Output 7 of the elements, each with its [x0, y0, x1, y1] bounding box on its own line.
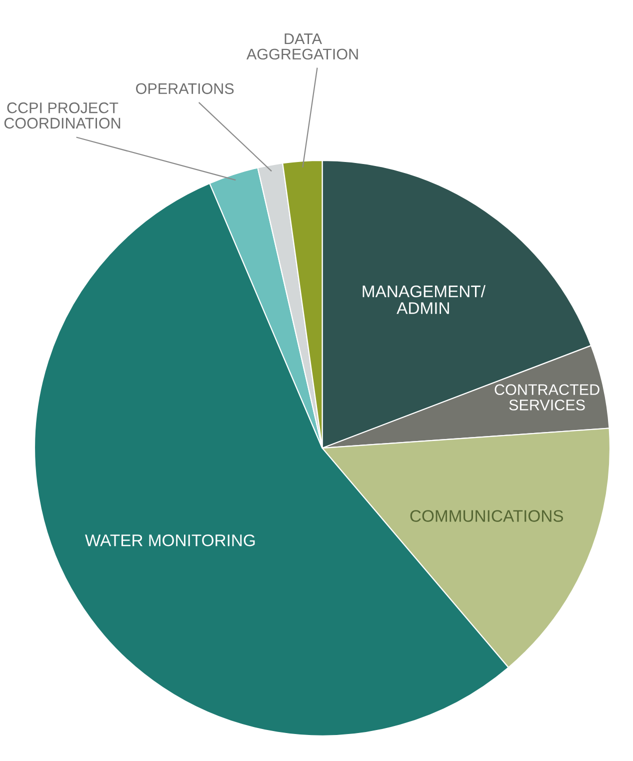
slice-label: CONTRACTED SERVICES [494, 384, 600, 410]
slice-label: COMMUNICATIONS [410, 510, 564, 522]
slice-label: CCPI PROJECT COORDINATION [4, 102, 120, 129]
slice-label: WATER MONITORING [85, 534, 255, 546]
slice-label: DATA AGGREGATION [246, 34, 358, 60]
slice-label: OPERATIONS [136, 83, 234, 94]
slice-label: MANAGEMENT/ ADMIN [362, 285, 486, 314]
